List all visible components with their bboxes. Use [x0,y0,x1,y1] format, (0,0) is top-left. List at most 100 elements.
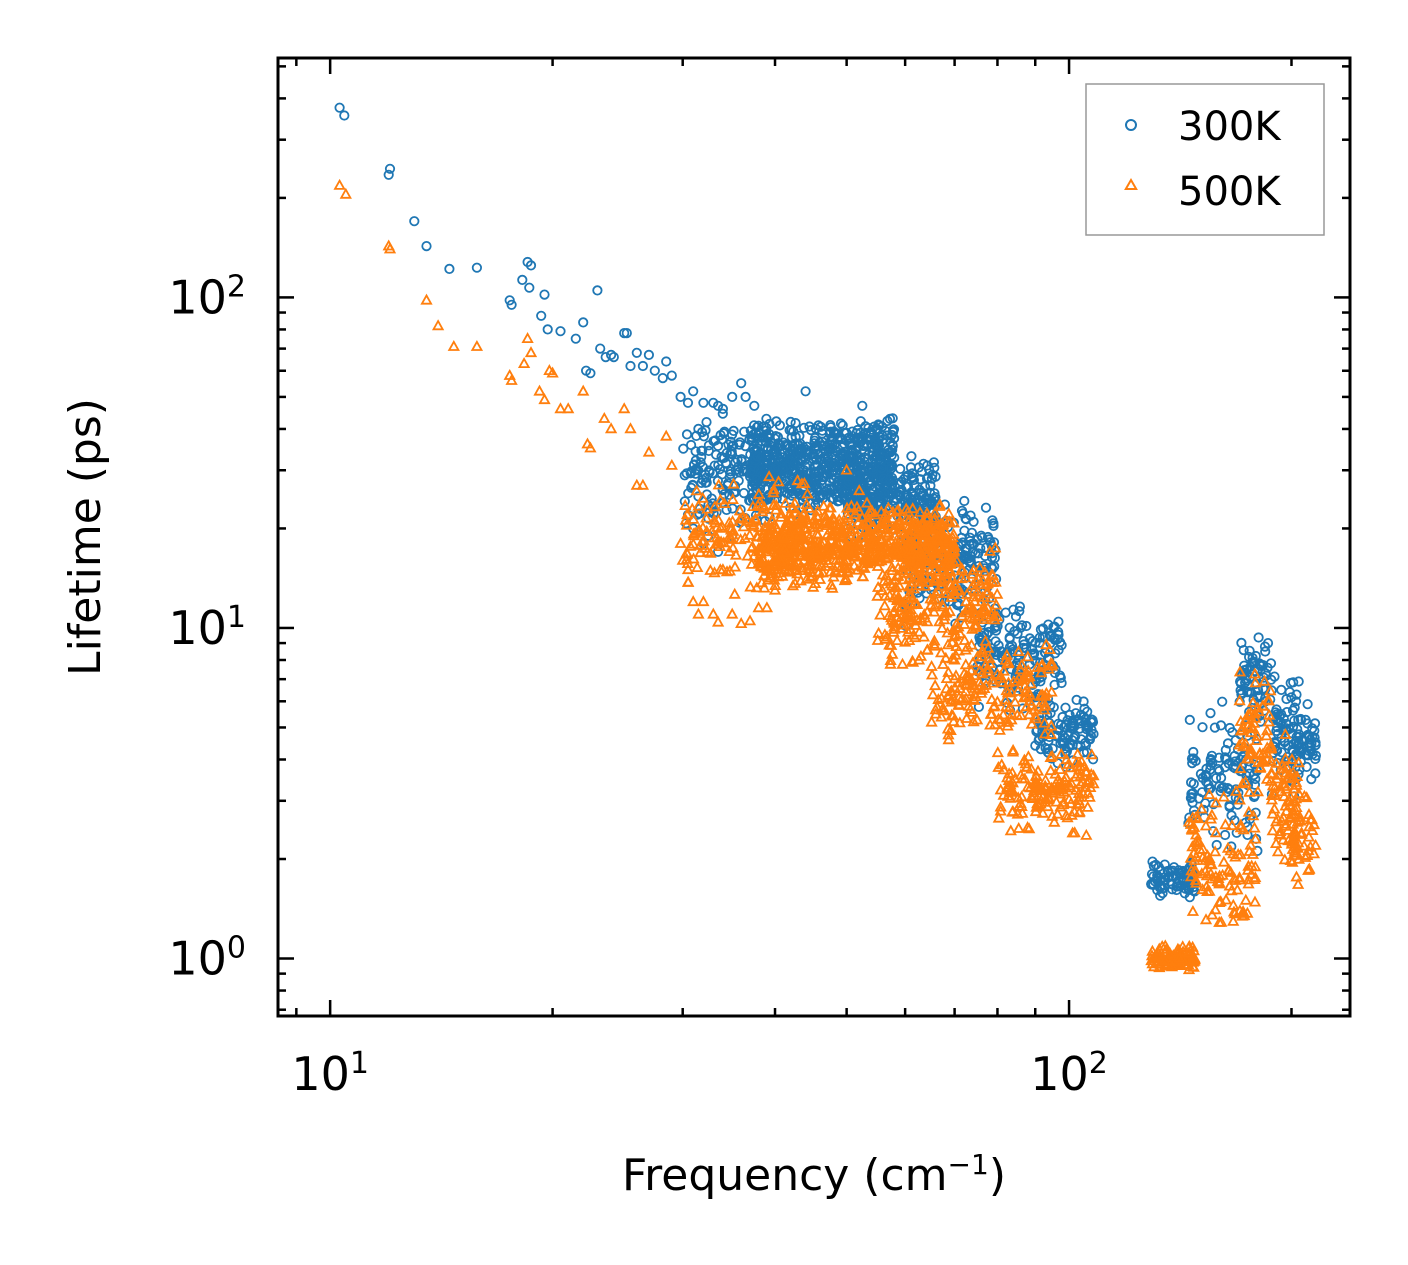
point-500k [981,665,994,677]
point-300k [877,430,888,441]
point-300k [1076,734,1087,745]
point-500k [1158,959,1171,971]
point-500k [794,574,807,586]
point-500k [759,519,772,531]
point-300k [1072,714,1083,725]
point-300k [750,479,762,490]
point-500k [707,531,720,543]
point-500k [939,651,952,663]
point-500k [944,724,957,735]
point-500k [981,584,994,596]
point-300k [471,262,482,273]
point-500k [947,715,960,726]
point-500k [1225,819,1239,831]
point-500k [1005,708,1019,720]
point-300k [836,433,847,444]
point-500k [1236,777,1249,789]
point-500k [1055,747,1068,759]
point-500k [1233,665,1247,677]
point-500k [1243,785,1256,797]
point-500k [1291,815,1304,827]
point-500k [948,694,962,706]
point-300k [1289,715,1300,726]
point-500k [772,570,785,582]
point-300k [791,485,802,497]
point-500k [972,610,985,622]
point-500k [697,595,710,607]
point-500k [1044,728,1058,739]
point-300k [810,444,822,456]
point-300k [710,435,721,446]
point-300k [1213,763,1224,775]
y-tick-label: 101 [168,599,246,655]
point-500k [865,548,878,560]
point-300k [730,465,741,476]
point-300k [821,489,832,500]
legend-label-300k: 300K [1178,104,1282,150]
point-500k [1277,790,1291,802]
point-500k [948,585,961,597]
point-500k [772,475,785,487]
point-500k [1002,715,1015,727]
point-500k [994,669,1007,681]
point-300k [1279,735,1290,747]
point-500k [895,618,908,630]
point-300k [894,491,905,502]
point-500k [846,518,859,530]
point-500k [577,384,590,396]
point-300k [1302,699,1313,710]
point-500k [1276,758,1289,770]
point-500k [826,513,840,525]
point-500k [834,561,847,573]
point-500k [987,700,1000,712]
point-300k [1146,868,1158,880]
point-500k [546,366,559,378]
point-500k [1205,872,1218,884]
point-500k [946,652,959,664]
point-500k [871,589,884,601]
point-500k [792,523,805,535]
point-500k [959,691,973,703]
point-500k [724,523,738,535]
point-500k [941,722,955,734]
point-500k [904,598,918,610]
point-500k [723,516,736,528]
point-300k [339,110,350,121]
point-500k [1029,778,1042,789]
point-500k [994,804,1007,816]
point-500k [1004,824,1017,836]
point-300k [1049,621,1060,632]
point-500k [712,478,725,490]
point-500k [1064,797,1078,809]
point-500k [1270,756,1283,768]
point-500k [1040,638,1053,650]
point-500k [1233,793,1246,805]
point-500k [1260,752,1274,764]
point-300k [768,446,779,457]
point-500k [879,632,892,644]
point-500k [1199,864,1212,876]
point-300k [864,477,876,488]
point-500k [690,484,703,496]
point-500k [983,652,996,664]
point-300k [871,441,882,452]
point-500k [1182,815,1196,827]
y-tick-label: 100 [168,930,246,986]
point-500k [1022,686,1035,698]
point-300k [959,525,970,536]
point-500k [1294,814,1307,826]
point-500k [1003,701,1016,713]
point-500k [1020,668,1033,680]
point-300k [1088,728,1099,740]
point-500k [807,580,820,592]
point-500k [925,715,938,727]
point-500k [810,527,823,539]
point-300k [957,537,968,548]
point-300k [750,474,762,485]
point-500k [1081,800,1094,812]
point-500k [907,582,921,594]
point-500k [524,346,538,358]
point-500k [1027,786,1040,798]
point-300k [681,429,693,440]
point-300k [1027,644,1038,655]
